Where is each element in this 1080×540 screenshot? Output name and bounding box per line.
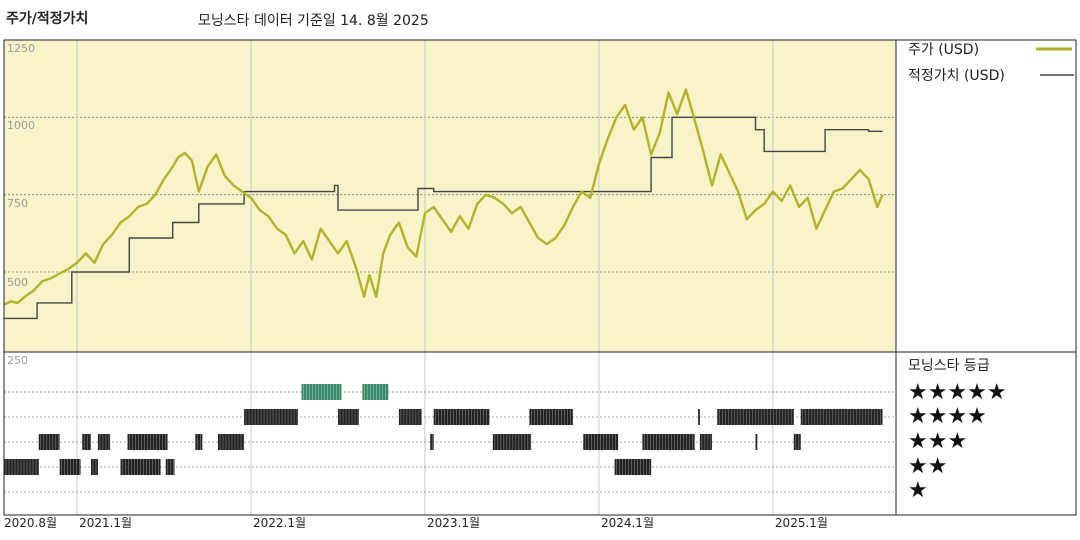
rating-segment-5	[301, 384, 342, 400]
rating-bar	[82, 434, 91, 450]
rating-bar	[244, 409, 298, 425]
rating-bar	[699, 434, 713, 450]
rating-segment-2	[90, 459, 98, 475]
rating-bar	[793, 434, 801, 450]
rating-bar	[800, 409, 883, 425]
x-axis-ticks: 2020.8월 2021.1월 2022.1월 2023.1월 2024.1월 2025.…	[4, 516, 828, 530]
rating-5-stars: ★★★★★	[908, 380, 1007, 405]
rating-segment-3	[430, 434, 434, 450]
rating-segment-2	[165, 459, 175, 475]
rating-bar	[338, 409, 359, 425]
y-tick-label: 250	[7, 354, 28, 367]
rating-bar	[583, 434, 619, 450]
rating-segment-3	[82, 434, 91, 450]
rating-bar	[217, 434, 245, 450]
rating-bar	[127, 434, 168, 450]
rating-bar	[165, 459, 175, 475]
rating-bar	[430, 434, 434, 450]
rating-segment-4	[433, 409, 490, 425]
rating-segment-3	[127, 434, 168, 450]
rating-3-stars: ★★★	[908, 429, 967, 454]
rating-segment-4	[244, 409, 298, 425]
rating-history	[4, 384, 883, 475]
rating-segment-5	[362, 384, 389, 400]
rating-segment-4	[717, 409, 794, 425]
rating-bar	[698, 409, 700, 425]
rating-bar	[433, 409, 490, 425]
rating-segment-3	[793, 434, 801, 450]
rating-legend-title: 모닝스타 등급	[908, 358, 990, 374]
rating-bar	[642, 434, 695, 450]
price-line	[3, 88, 884, 306]
rating-segment-3	[492, 434, 532, 450]
rating-bar	[59, 459, 81, 475]
rating-bar	[362, 384, 389, 400]
rating-segment-3	[755, 434, 758, 450]
rating-segment-4	[698, 409, 700, 425]
rating-bar	[38, 434, 60, 450]
rating-bar	[717, 409, 794, 425]
rating-segment-2	[614, 459, 652, 475]
rating-bar	[301, 384, 342, 400]
rating-bar	[120, 459, 161, 475]
rating-bar	[97, 434, 111, 450]
x-tick-label: 2021.1월	[79, 516, 132, 530]
rating-segment-2	[120, 459, 161, 475]
rating-segment-4	[800, 409, 883, 425]
x-tick-label: 2022.1월	[253, 516, 306, 530]
rating-2-stars: ★★	[908, 454, 947, 479]
rating-segment-3	[38, 434, 60, 450]
rating-segment-3	[97, 434, 111, 450]
rating-bar	[755, 434, 758, 450]
legend-price-label: 주가 (USD)	[908, 42, 979, 58]
data-date-subtitle: 모닝스타 데이터 기준일 14. 8월 2025	[198, 13, 429, 29]
rating-segment-4	[338, 409, 359, 425]
rating-bar	[614, 459, 652, 475]
rating-segment-4	[398, 409, 422, 425]
rating-segment-4	[529, 409, 573, 425]
rating-segment-2	[4, 459, 39, 475]
rating-segment-3	[699, 434, 713, 450]
rating-segment-2	[59, 459, 81, 475]
rating-segment-3	[642, 434, 695, 450]
y-axis-ticks: 1250 1000 750 500 250	[7, 42, 35, 367]
rating-4-stars: ★★★★	[908, 404, 987, 429]
rating-bar	[398, 409, 422, 425]
fair-value-line	[4, 116, 883, 320]
legend: 주가 (USD) 적정가치 (USD) 모닝스타 등급 ★★★★★ ★★★★ ★…	[908, 42, 1074, 503]
rating-bar	[4, 459, 39, 475]
chart-title: 주가/적정가치	[6, 11, 89, 27]
rating-bar	[529, 409, 573, 425]
rating-segment-3	[583, 434, 619, 450]
outer-frame	[3, 39, 1077, 516]
rating-bar	[195, 434, 203, 450]
rating-bar	[90, 459, 98, 475]
frame	[3, 39, 1077, 516]
x-tick-label: 2023.1월	[427, 516, 480, 530]
y-tick-label: 1000	[7, 119, 35, 132]
rating-bar	[492, 434, 532, 450]
rating-segment-3	[217, 434, 245, 450]
y-tick-label: 750	[7, 197, 28, 210]
rating-segment-3	[195, 434, 203, 450]
legend-fair-label: 적정가치 (USD)	[908, 68, 1005, 84]
y-tick-label: 500	[7, 276, 28, 289]
rating-1-star: ★	[908, 478, 928, 503]
price-panel-background	[4, 40, 896, 352]
y-tick-label: 1250	[7, 42, 35, 55]
x-tick-label: 2025.1월	[775, 516, 828, 530]
x-tick-label: 2024.1월	[601, 516, 654, 530]
x-tick-label: 2020.8월	[4, 516, 57, 530]
